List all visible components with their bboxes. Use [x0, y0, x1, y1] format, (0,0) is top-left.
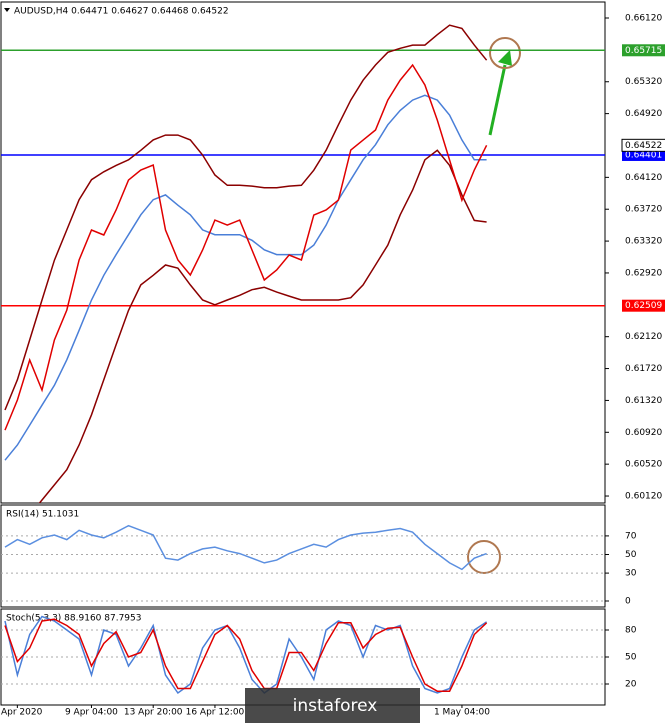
- panel-title: RSI(14) 51.1031: [6, 510, 79, 520]
- level-label: 0.65715: [625, 46, 662, 56]
- x-tick-label: 16 Apr 12:00: [186, 708, 245, 718]
- series-line: [4, 94, 487, 461]
- y-tick-label: 0.62920: [625, 268, 662, 278]
- series-line: [4, 615, 488, 695]
- y-tick-label: 30: [625, 569, 637, 579]
- y-tick-label: 0.66120: [625, 14, 662, 24]
- y-tick-label: 0.64120: [625, 173, 662, 183]
- x-tick-label: 1 May 04:00: [434, 708, 490, 718]
- series-line: [38, 149, 487, 503]
- level-label: 0.64401: [625, 150, 662, 160]
- level-label-box: [622, 44, 665, 57]
- y-tick-label: 0.64920: [625, 109, 662, 119]
- watermark-box: [245, 688, 420, 723]
- panel-title: AUDUSD,H4 0.64471 0.64627 0.64468 0.6452…: [14, 7, 229, 17]
- plot: [1, 24, 605, 503]
- title-marker: [4, 8, 10, 12]
- y-tick-label: 0.63320: [625, 237, 662, 247]
- series-line: [4, 618, 488, 692]
- y-tick-label: 0: [625, 597, 631, 607]
- x-tick-label: 13 Apr 20:00: [124, 708, 183, 718]
- y-tick-label: 0.60120: [625, 492, 662, 502]
- annotations: [467, 37, 521, 574]
- x-tick-label: 9 Apr 04:00: [65, 708, 118, 718]
- plot: [4, 615, 488, 695]
- y-tick-label: 70: [625, 531, 637, 541]
- x-tick-label: 6 Apr 2020: [0, 708, 43, 718]
- panel-title: Stoch(5,3,3) 88.9160 87.7953: [6, 614, 141, 624]
- level-label: 0.62509: [625, 301, 662, 311]
- y-tick-label: 0.61720: [625, 364, 662, 374]
- last-price-box: [621, 138, 665, 152]
- rsi-circle: [467, 540, 501, 574]
- series-line: [4, 524, 487, 571]
- level-label-box: [622, 148, 665, 161]
- y-tick-label: 20: [625, 680, 637, 690]
- level-label-box: [622, 299, 665, 312]
- y-tick-label: 0.60520: [625, 460, 662, 470]
- y-tick-label: 50: [625, 550, 637, 560]
- y-tick-label: 0.63720: [625, 205, 662, 215]
- target-circle: [489, 37, 521, 69]
- last-price-label: 0.64522: [625, 141, 662, 151]
- y-tick-label: 0.65320: [625, 77, 662, 87]
- arrow-head: [498, 50, 512, 66]
- y-tick-label: 80: [625, 626, 637, 636]
- y-tick-label: 50: [625, 653, 637, 663]
- series-line: [4, 63, 488, 431]
- rsi-panel: [0, 504, 606, 608]
- series-line: [4, 24, 488, 411]
- main-panel: [0, 1, 606, 504]
- watermark: instaforex: [293, 696, 378, 716]
- y-tick-label: 0.62120: [625, 332, 662, 342]
- arrow: [488, 64, 507, 136]
- y-tick-label: 0.61320: [625, 396, 662, 406]
- plot: [4, 524, 487, 571]
- y-tick-label: 0.60920: [625, 428, 662, 438]
